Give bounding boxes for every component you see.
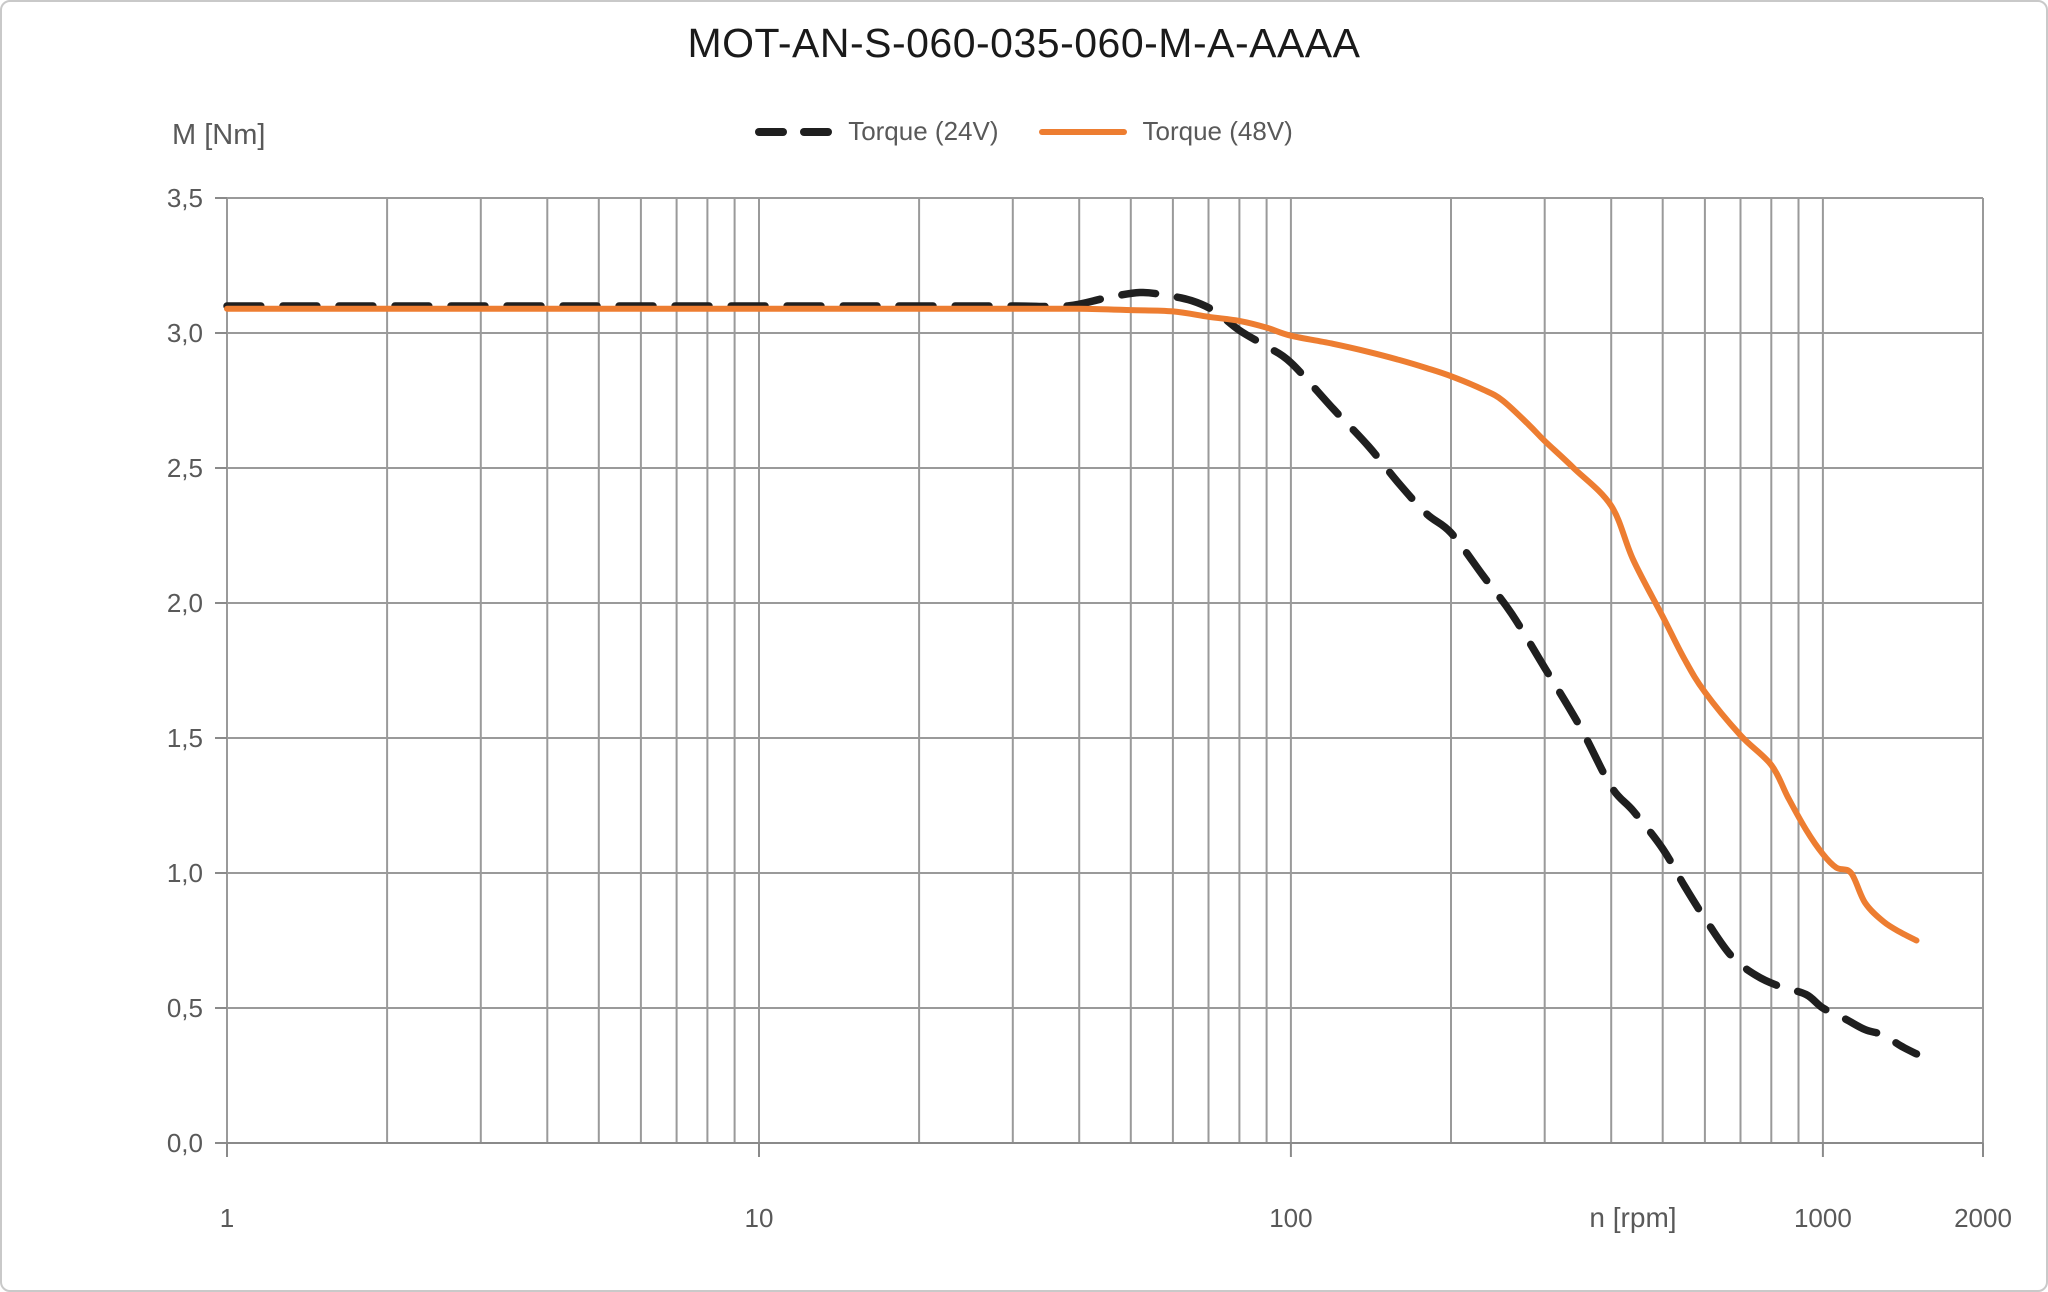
x-tick-label: 1 xyxy=(220,1203,234,1233)
legend-item-torque-24v: Torque (24V) xyxy=(755,116,999,147)
x-axis-title: n [rpm] xyxy=(1589,1202,1676,1233)
y-tick-label: 0,5 xyxy=(167,993,203,1023)
y-tick-label: 1,5 xyxy=(167,723,203,753)
solid-line-sample-icon xyxy=(1038,128,1127,135)
series-torque-48v- xyxy=(224,305,1920,944)
legend-label-torque-24v: Torque (24V) xyxy=(848,116,999,146)
x-tick-label: 2000 xyxy=(1954,1203,2012,1233)
legend-label-torque-48v: Torque (48V) xyxy=(1142,116,1293,146)
y-tick-label: 3,0 xyxy=(167,318,203,348)
y-tick-label: 1,0 xyxy=(167,858,203,888)
x-tick-label: 1000 xyxy=(1794,1203,1852,1233)
y-tick-label: 2,0 xyxy=(167,588,203,618)
legend: Torque (24V) Torque (48V) xyxy=(0,116,2048,147)
y-tick-label: 3,5 xyxy=(167,183,203,213)
x-tick-label: 10 xyxy=(745,1203,774,1233)
dashed-line-sample-icon xyxy=(755,127,833,136)
y-axis-title: M [Nm] xyxy=(172,119,266,151)
y-tick-label: 2,5 xyxy=(167,453,203,483)
legend-item-torque-48v: Torque (48V) xyxy=(1038,116,1293,147)
y-tick-label: 0,0 xyxy=(167,1128,203,1158)
x-tick-label: 100 xyxy=(1269,1203,1312,1233)
chart-title: MOT-AN-S-060-035-060-M-A-AAAA xyxy=(687,20,1361,66)
